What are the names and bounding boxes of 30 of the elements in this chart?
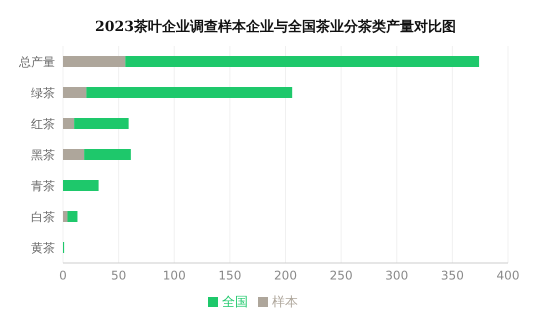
y-tick-label: 青茶	[31, 178, 55, 193]
y-tick-label: 白茶	[31, 210, 55, 224]
y-tick-label: 绿茶	[31, 86, 55, 100]
x-tick-label: 150	[218, 268, 242, 283]
y-tick-label: 红茶	[31, 116, 55, 131]
y-tick-label: 黄茶	[31, 240, 55, 255]
bar	[74, 118, 129, 129]
x-tick-label: 0	[59, 268, 67, 283]
bar	[63, 87, 86, 98]
y-tick-label: 总产量	[18, 54, 55, 69]
x-tick-label: 400	[496, 268, 520, 283]
y-tick-label: 黑茶	[31, 148, 55, 162]
bar	[86, 87, 292, 98]
bar	[63, 180, 99, 191]
x-tick-label: 50	[110, 268, 126, 283]
chart-title: 2023茶叶企业调查样本企业与全国茶业分茶类产量对比图	[94, 18, 457, 36]
bar	[63, 56, 126, 67]
bar	[84, 149, 131, 160]
bar	[67, 211, 78, 222]
bar	[63, 149, 84, 160]
bar	[125, 56, 480, 67]
bar	[63, 211, 68, 222]
x-tick-label: 200	[274, 268, 297, 283]
x-tick-label: 250	[330, 268, 353, 283]
x-tick-label: 300	[385, 268, 408, 283]
legend-label: 样本	[272, 295, 298, 310]
legend-label: 全国	[222, 295, 248, 310]
x-tick-label: 350	[440, 268, 464, 283]
bar	[63, 118, 74, 129]
x-tick-label: 100	[162, 268, 186, 283]
